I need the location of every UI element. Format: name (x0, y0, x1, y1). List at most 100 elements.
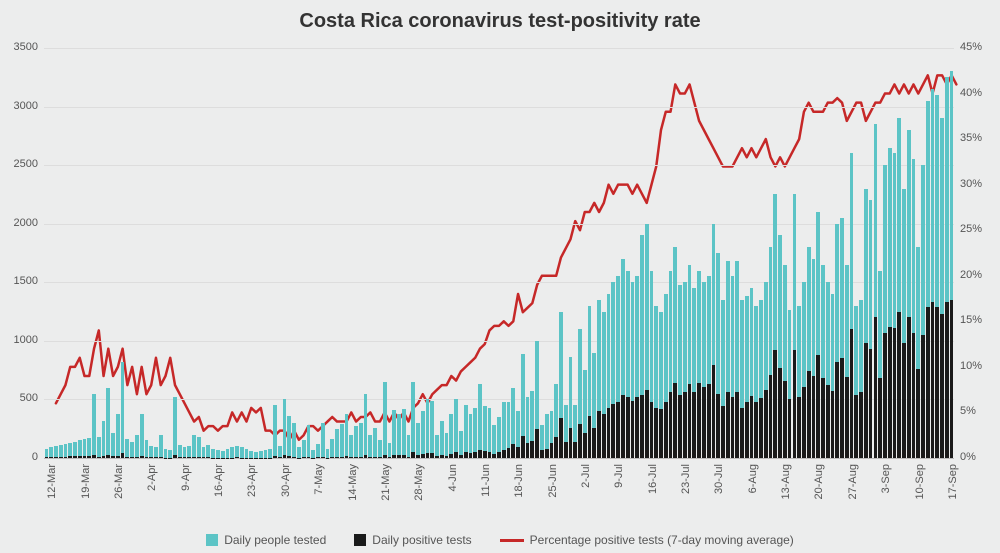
bar-tested (459, 431, 463, 458)
bar-positive (440, 455, 444, 458)
bar-positive (411, 452, 415, 458)
bar-positive (206, 457, 210, 458)
bar-positive (835, 362, 839, 458)
x-tick: 25-Jun (547, 464, 559, 514)
bar-positive (745, 402, 749, 458)
bar-positive (78, 456, 82, 458)
legend-positive: Daily positive tests (354, 533, 471, 547)
y-right-tick: 10% (960, 360, 982, 372)
bar-positive (607, 408, 611, 458)
bar-positive (678, 395, 682, 458)
y-left-tick: 2500 (14, 158, 38, 170)
bar-positive (92, 455, 96, 459)
bar-positive (926, 307, 930, 458)
bar-positive (592, 428, 596, 458)
bar-positive (183, 457, 187, 458)
bar-positive (349, 457, 353, 458)
bar-positive (368, 457, 372, 458)
y-right-tick: 35% (960, 132, 982, 144)
x-tick: 2-Jul (580, 464, 592, 514)
bar-positive (97, 457, 101, 458)
legend-label: Percentage positive tests (7-day moving … (530, 533, 794, 547)
bar-positive (116, 456, 120, 458)
bar-positive (335, 457, 339, 458)
bar-positive (664, 402, 668, 458)
bar-positive (659, 409, 663, 458)
bar-positive (121, 453, 125, 458)
x-tick: 12-Mar (46, 464, 58, 514)
bar-positive (878, 378, 882, 458)
bar-tested (407, 435, 411, 458)
bar-tested (159, 435, 163, 458)
x-tick: 30-Apr (280, 464, 292, 514)
bar-positive (797, 397, 801, 458)
bar-positive (669, 392, 673, 458)
bar-positive (492, 454, 496, 458)
bar-positive (473, 452, 477, 458)
x-tick: 27-Aug (847, 464, 859, 514)
bar-tested (102, 421, 106, 458)
y-right-tick: 5% (960, 405, 976, 417)
bar-tested (125, 439, 129, 458)
y-right-tick: 15% (960, 314, 982, 326)
bar-tested (340, 424, 344, 458)
bar-tested (302, 440, 306, 458)
bar-positive (159, 457, 163, 458)
bar-positive (654, 408, 658, 458)
bar-tested (345, 414, 349, 459)
bar-positive (64, 457, 68, 458)
bar-positive (73, 456, 77, 458)
bar-positive (588, 416, 592, 458)
bar-tested (435, 435, 439, 458)
bar-tested (421, 411, 425, 458)
bar-tested (411, 382, 415, 458)
bar-positive (483, 451, 487, 458)
bar-positive (187, 457, 191, 458)
bar-positive (850, 329, 854, 458)
bar-tested (464, 405, 468, 458)
bar-positive (740, 408, 744, 458)
x-tick: 7-May (313, 464, 325, 514)
bar-tested (402, 409, 406, 458)
bar-positive (731, 397, 735, 458)
x-tick: 26-Mar (113, 464, 125, 514)
x-tick: 3-Sep (880, 464, 892, 514)
x-tick: 21-May (380, 464, 392, 514)
bar-positive (692, 392, 696, 458)
bar-tested (383, 382, 387, 458)
bar-positive (102, 456, 106, 458)
y-right-tick: 0% (960, 451, 976, 463)
bar-positive (145, 457, 149, 458)
bar-tested (116, 414, 120, 459)
bar-positive (302, 457, 306, 458)
bar-positive (726, 392, 730, 458)
bar-positive (154, 457, 158, 458)
bar-positive (149, 457, 153, 458)
y-left-tick: 3500 (14, 41, 38, 53)
bar-positive (583, 433, 587, 458)
bar-positive (578, 424, 582, 458)
bar-positive (416, 455, 420, 458)
legend-label: Daily people tested (224, 533, 326, 547)
bar-positive (950, 300, 954, 458)
bar-positive (626, 397, 630, 458)
bar-tested (130, 442, 134, 458)
bar-positive (759, 398, 763, 458)
bar-positive (388, 457, 392, 458)
bar-positive (359, 457, 363, 458)
bar-positive (769, 375, 773, 458)
gridline (44, 165, 954, 166)
bar-tested (449, 414, 453, 459)
bar-tested (235, 446, 239, 458)
x-tick: 10-Sep (914, 464, 926, 514)
bar-positive (845, 377, 849, 458)
bar-tested (488, 408, 492, 458)
bar-positive (935, 307, 939, 458)
bar-tested (178, 445, 182, 458)
bar-tested (92, 394, 96, 458)
bar-positive (430, 453, 434, 458)
bar-positive (764, 390, 768, 458)
bar-positive (106, 455, 110, 459)
bar-positive (111, 456, 115, 458)
legend-label: Daily positive tests (372, 533, 471, 547)
